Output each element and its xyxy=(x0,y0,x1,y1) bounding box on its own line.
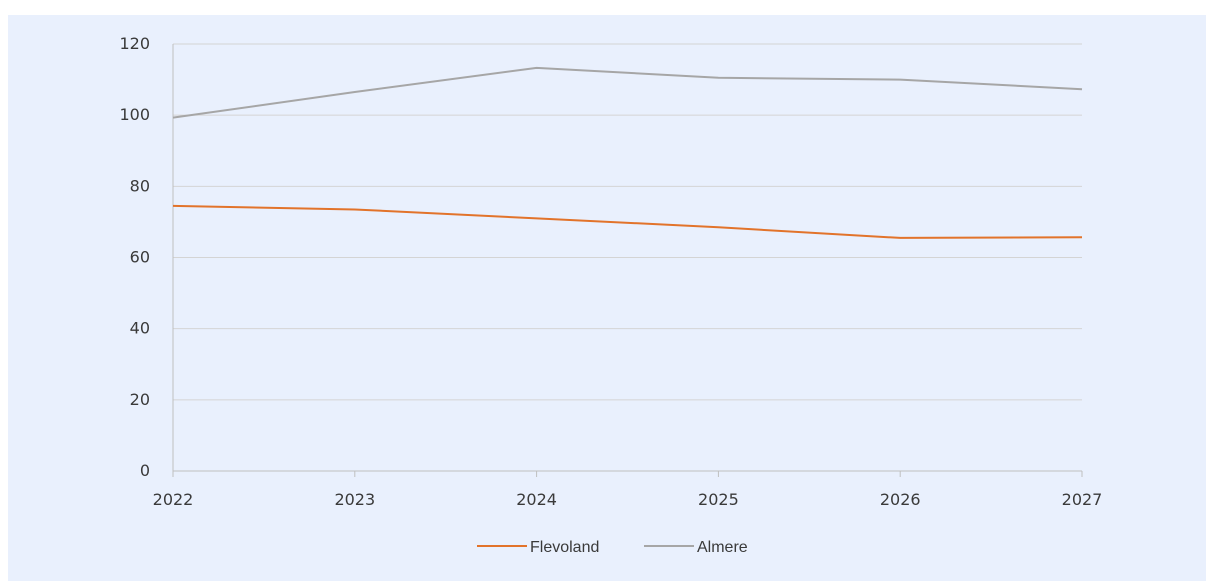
x-tick-label: 2024 xyxy=(516,490,557,509)
legend-label-flevoland: Flevoland xyxy=(530,539,599,556)
y-tick-label: 80 xyxy=(130,176,150,195)
y-tick-label: 40 xyxy=(130,319,150,338)
y-tick-label: 100 xyxy=(119,105,150,124)
series-line-flevoland xyxy=(172,204,1083,239)
series-line-almere xyxy=(172,66,1083,119)
x-tick-label: 2027 xyxy=(1062,490,1103,509)
y-tick-label: 120 xyxy=(119,34,150,53)
x-tick-label: 2023 xyxy=(334,490,375,509)
legend-label-almere: Almere xyxy=(697,539,748,556)
x-tick-label: 2022 xyxy=(153,490,194,509)
x-tick-label: 2026 xyxy=(880,490,921,509)
x-tick-label: 2025 xyxy=(698,490,739,509)
y-tick-label: 0 xyxy=(140,461,150,480)
y-tick-label: 60 xyxy=(130,248,150,267)
y-tick-label: 20 xyxy=(130,390,150,409)
chart-area xyxy=(8,15,1206,581)
